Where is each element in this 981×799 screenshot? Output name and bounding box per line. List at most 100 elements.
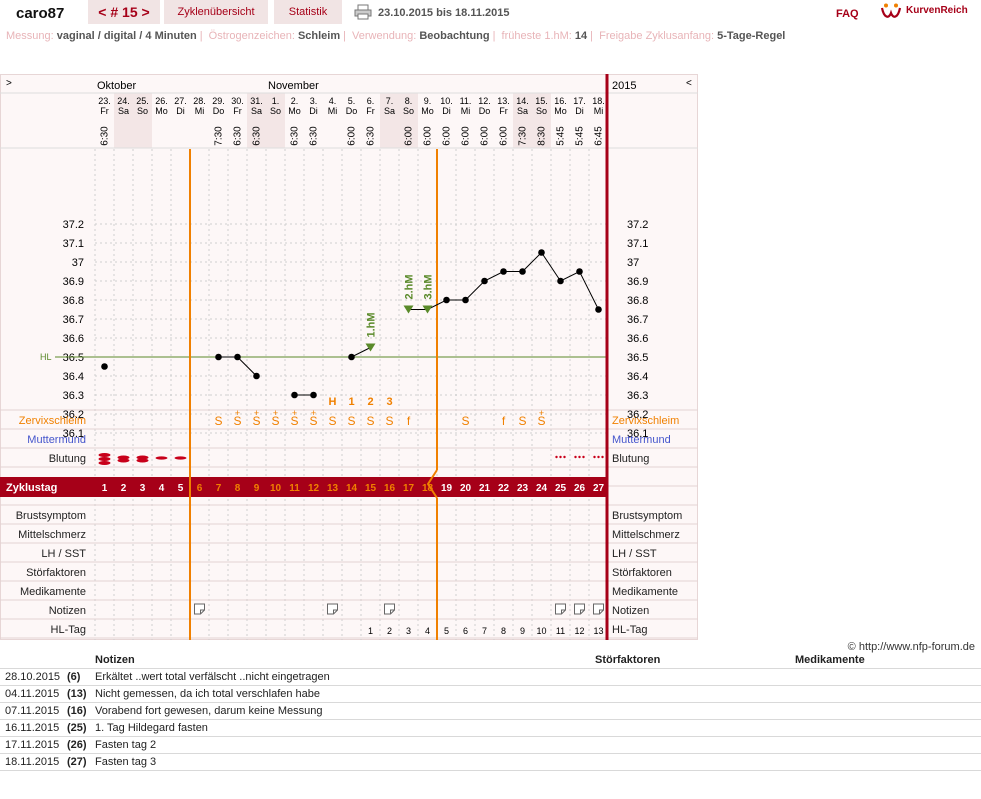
bleeding-medium — [117, 458, 130, 463]
weekday-label: Sa — [251, 106, 262, 116]
measurement-time: 6:30 — [100, 126, 111, 146]
weekend-shade — [380, 93, 399, 148]
temperature-point — [443, 296, 450, 304]
temperature-point — [519, 268, 526, 275]
cycle-day-number: 27 — [593, 483, 605, 494]
print-icon[interactable] — [354, 4, 372, 20]
bleeding-spotting — [593, 455, 596, 459]
cervical-mucus-mark: f — [407, 414, 411, 428]
day-number: 24. — [117, 96, 130, 106]
day-number: 18. — [592, 96, 605, 106]
high-marker-triangle — [365, 343, 376, 352]
cycle-day-number: 23 — [517, 483, 529, 494]
note-cycle-day: (6) — [67, 671, 81, 683]
weekend-shade — [532, 93, 551, 148]
y-tick-label: 36.1 — [63, 428, 84, 440]
high-marker-triangle — [403, 305, 414, 314]
day-number: 28. — [193, 96, 206, 106]
hl-day-number: 10 — [536, 626, 546, 636]
day-number: 27. — [174, 96, 187, 106]
y-tick-label-right: 37 — [627, 257, 639, 269]
bleeding-spotting — [574, 455, 577, 459]
hl-day-number: 9 — [520, 626, 525, 636]
note-date: 18.11.2015 — [5, 756, 60, 768]
date-range: 23.10.2015 bis 18.11.2015 — [378, 7, 510, 19]
weekday-label: Sa — [517, 106, 528, 116]
measurement-time: 6:00 — [347, 126, 358, 146]
notes-table-row: 18.11.2015 (27) Fasten tag 3 — [0, 754, 981, 771]
weekend-shade — [513, 93, 532, 148]
row-label: HL-Tag — [51, 624, 86, 636]
weekday-label: Mo — [554, 106, 567, 116]
tab-statistik[interactable]: Statistik — [274, 0, 342, 24]
temperature-point — [462, 296, 469, 304]
note-cycle-day: (13) — [67, 688, 87, 700]
cervical-mucus-mark: S — [347, 414, 355, 428]
cycle-day-number: 7 — [216, 483, 222, 494]
info-value: vaginal / digital / 4 Minuten — [56, 30, 197, 42]
measurement-time: 6:00 — [442, 126, 453, 146]
cycle-day-number: 9 — [254, 483, 260, 494]
y-tick-label-right: 36.5 — [627, 352, 648, 364]
cervical-mucus-mark: S — [366, 414, 374, 428]
y-tick-label-right: 36.7 — [627, 314, 648, 326]
y-tick-label-right: 37.2 — [627, 219, 648, 231]
y-tick-label: 36.4 — [63, 371, 84, 383]
row-label-right: LH / SST — [612, 548, 657, 560]
note-icon-fold — [333, 609, 338, 614]
note-cycle-day: (26) — [67, 739, 87, 751]
measurement-time: 6:45 — [594, 126, 605, 146]
temperature-point — [557, 277, 564, 285]
measurement-time: 7:30 — [518, 126, 529, 146]
y-tick-label: 37.1 — [63, 238, 84, 250]
day-number: 23. — [98, 96, 111, 106]
hl-day-number: 2 — [387, 626, 392, 636]
cycle-day-number: 13 — [327, 483, 339, 494]
cycle-day-number: 15 — [365, 483, 377, 494]
fertile-end-line — [426, 469, 438, 499]
cycle-day-number: 16 — [384, 483, 396, 494]
info-value: 5-Tage-Regel — [717, 30, 786, 42]
row-label-right: Muttermund — [612, 434, 671, 446]
hl-day-number: 13 — [593, 626, 603, 636]
cycle-day-number: 5 — [178, 483, 184, 494]
day-number: 25. — [136, 96, 149, 106]
hl-day-number: 4 — [425, 626, 430, 636]
day-number: 1. — [272, 96, 280, 106]
hl-day-number: 1 — [368, 626, 373, 636]
faq-link[interactable]: FAQ — [836, 8, 859, 20]
username: caro87 — [16, 5, 65, 22]
y-tick-label-right: 36.4 — [627, 371, 648, 383]
cycle-day-number: 12 — [308, 483, 320, 494]
weekday-label: So — [270, 106, 281, 116]
measurement-time: 8:30 — [537, 126, 548, 146]
hl-day-number: 7 — [482, 626, 487, 636]
bleeding-spotting — [563, 455, 566, 459]
row-label-zyklustag: Zyklustag — [6, 482, 57, 494]
tab-zyklenuebersicht[interactable]: Zyklenübersicht — [164, 0, 268, 24]
cycle-day-number: 10 — [270, 483, 282, 494]
temperature-point — [500, 268, 507, 275]
day-number: 29. — [212, 96, 225, 106]
high-marker-label: 3.hM — [423, 274, 435, 299]
measurement-time: 6:00 — [461, 126, 472, 146]
cervical-mucus-mark: S — [271, 414, 279, 428]
info-value: Beobachtung — [419, 30, 490, 42]
row-label: Blutung — [49, 453, 86, 465]
row-label: Mittelschmerz — [18, 529, 86, 541]
note-text: Nicht gemessen, da ich total verschlafen… — [95, 688, 321, 700]
bleeding-medium — [117, 455, 130, 460]
y-tick-label-right: 36.8 — [627, 295, 648, 307]
high-marker-label: 1.hM — [366, 312, 378, 337]
note-icon-fold — [599, 609, 604, 614]
cycle-day-number: 26 — [574, 483, 586, 494]
high-marker-triangle — [422, 305, 433, 314]
note-text: 1. Tag Hildegard fasten — [95, 722, 208, 734]
y-tick-label: 36.7 — [63, 314, 84, 326]
y-tick-label-right: 36.2 — [627, 409, 648, 421]
note-date: 04.11.2015 — [5, 688, 60, 700]
cycle-nav[interactable]: < # 15 > — [88, 0, 160, 24]
temperature-point — [538, 249, 545, 256]
note-text: Fasten tag 2 — [95, 739, 157, 751]
measurement-time: 6:00 — [423, 126, 434, 146]
